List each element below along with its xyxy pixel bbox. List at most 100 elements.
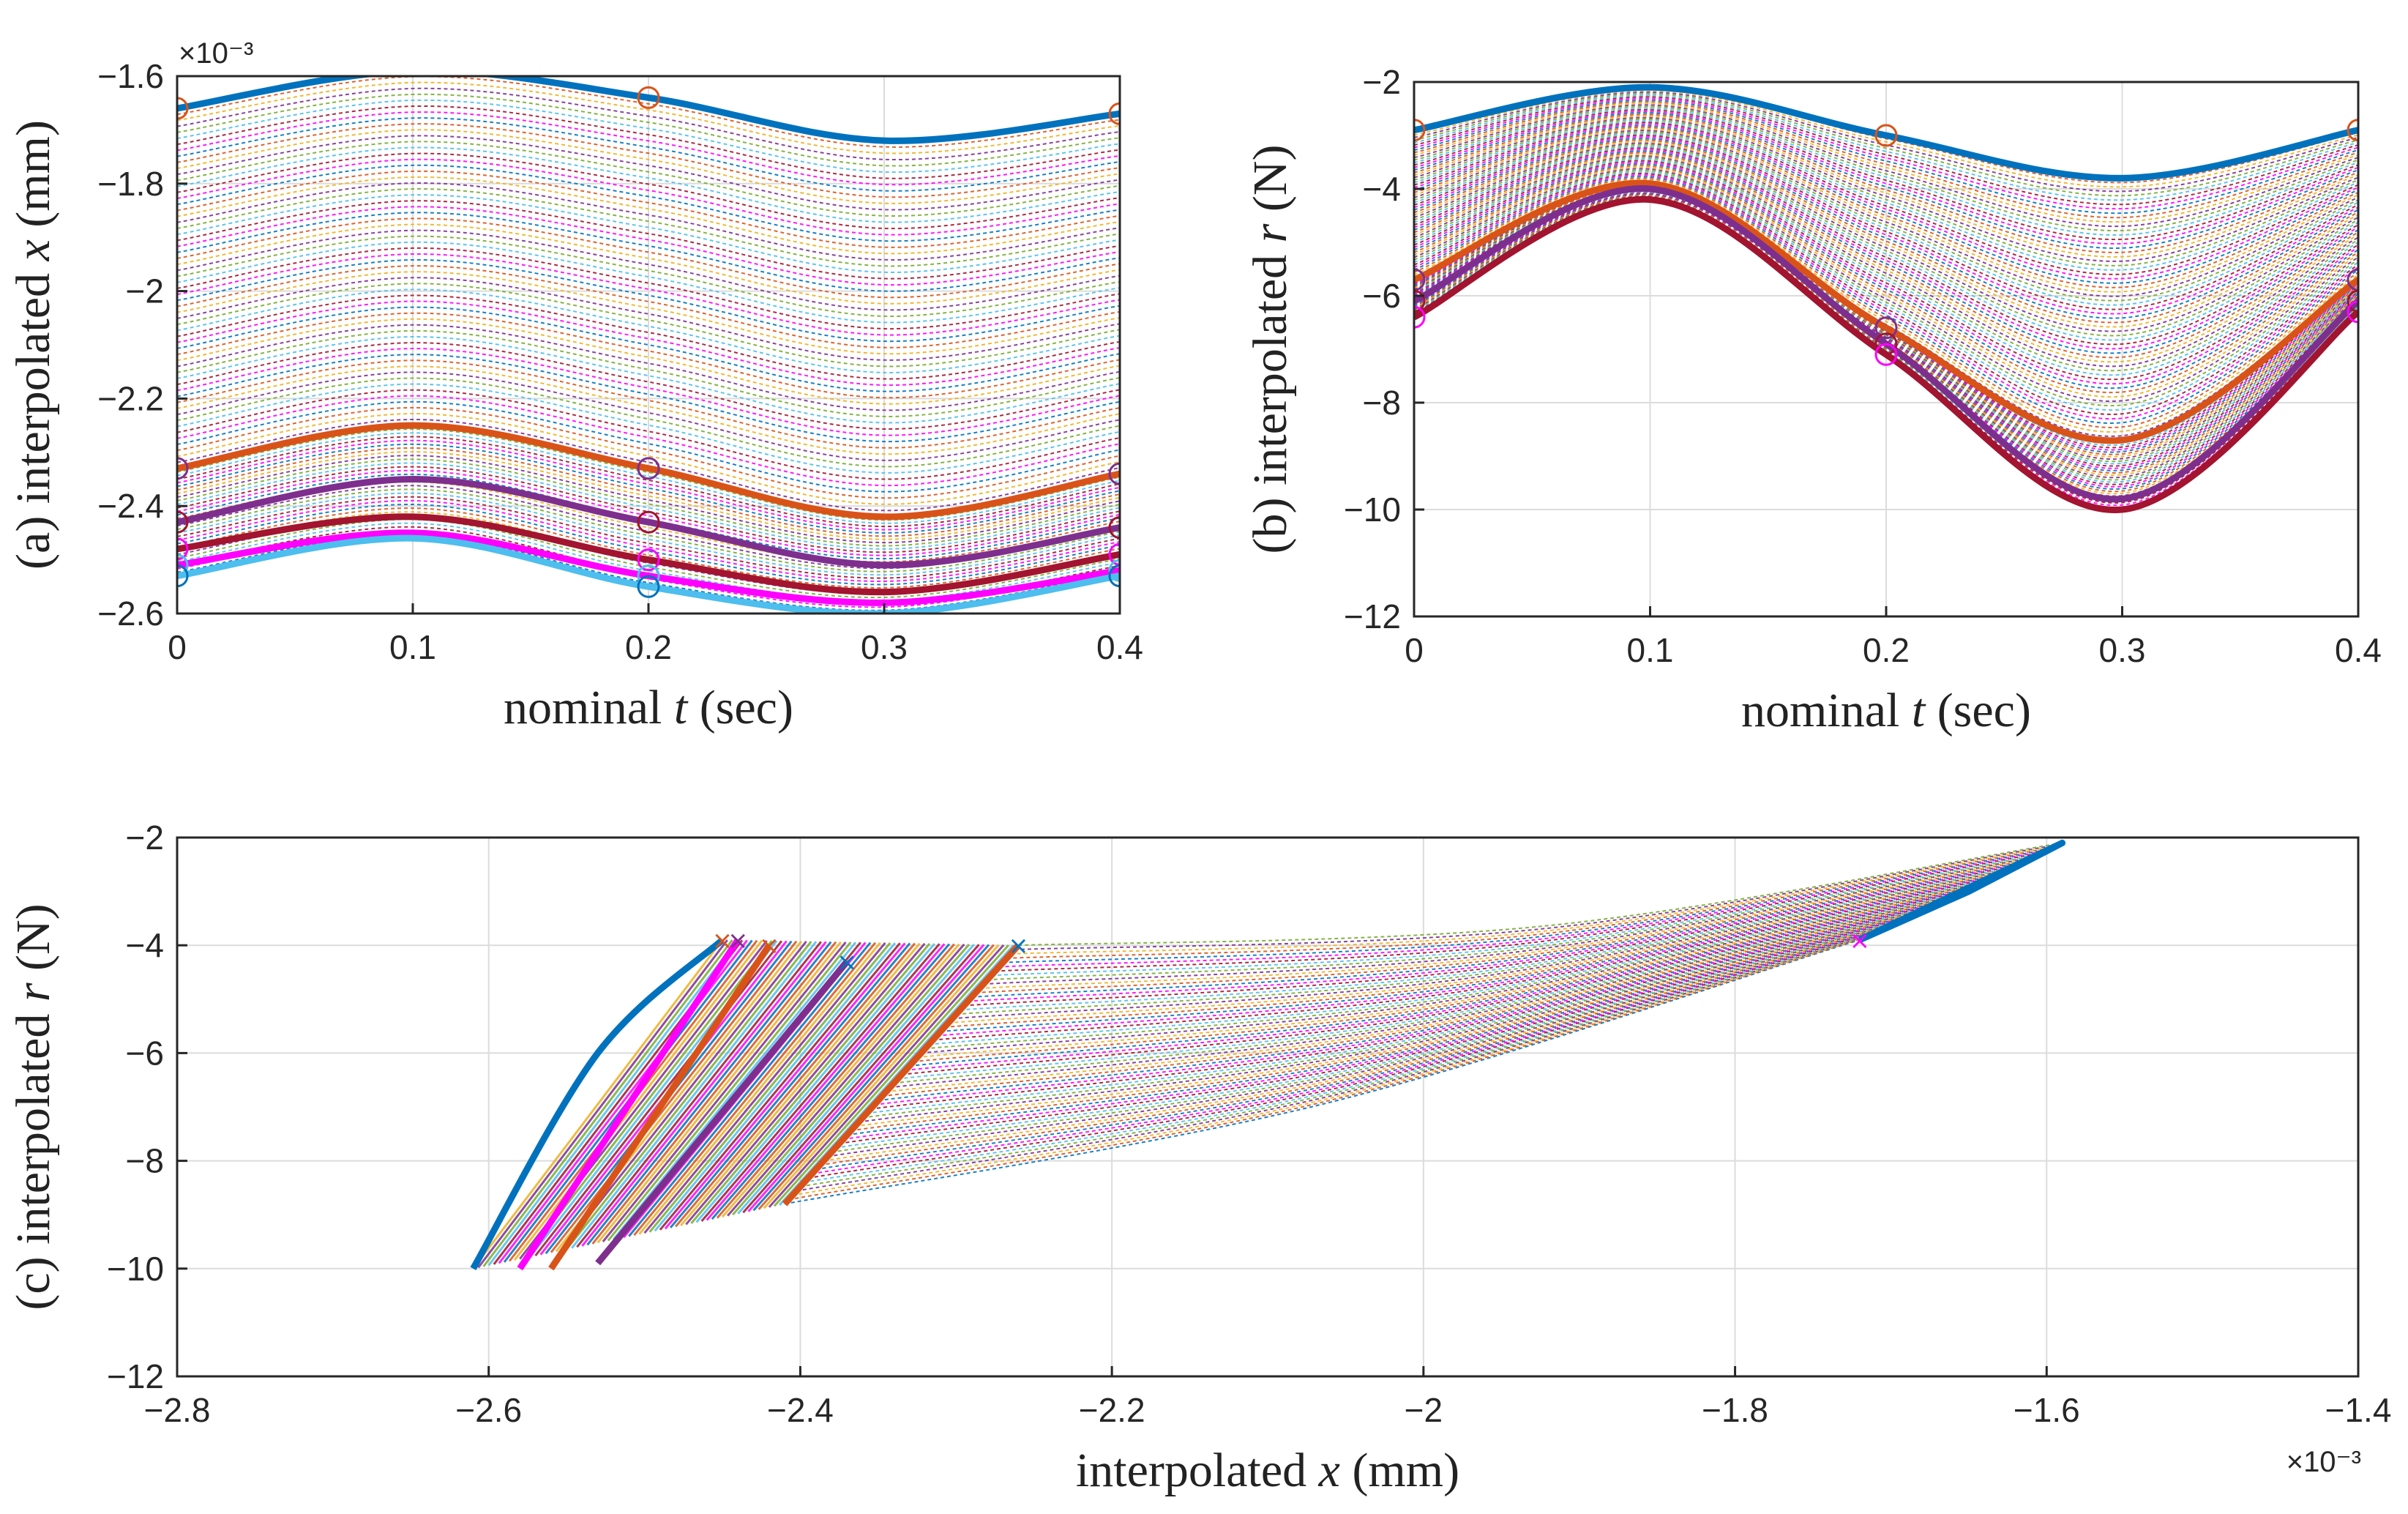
axis-exponent-label: ×10⁻³ xyxy=(179,37,253,70)
series-line xyxy=(177,206,1120,286)
series-line xyxy=(685,942,926,1226)
series-line xyxy=(1414,89,2358,188)
series-line xyxy=(1414,124,2358,284)
x-axis-label-var: t xyxy=(1912,684,1926,737)
series-line xyxy=(1414,179,2358,444)
series-line xyxy=(638,941,881,1235)
series-line xyxy=(928,879,1985,1045)
data-point-marker xyxy=(1108,564,1120,588)
series-line xyxy=(1414,133,2358,306)
series-line xyxy=(979,858,2029,990)
series-line xyxy=(1414,135,2358,315)
series-line xyxy=(1414,161,2358,385)
x-tick-label: 0.1 xyxy=(1627,631,1674,669)
series-line xyxy=(1414,149,2358,350)
data-point-marker xyxy=(177,97,189,120)
series-layer xyxy=(1414,83,2358,513)
series-line xyxy=(560,940,807,1251)
series-line xyxy=(1414,115,2358,258)
series-line xyxy=(1414,183,2358,447)
data-point-marker xyxy=(1414,268,1426,291)
series-line xyxy=(177,182,1120,261)
series-line xyxy=(602,941,847,1242)
y-axis-label: (c) interpolated r (N) xyxy=(7,903,60,1310)
x-axis-label-suffix: (sec) xyxy=(687,681,793,734)
y-tick-label: −10 xyxy=(107,1250,164,1288)
series-line xyxy=(1414,166,2358,398)
series-line xyxy=(916,884,1975,1059)
series-line xyxy=(995,851,2043,972)
x-tick-label: 0 xyxy=(1405,631,1424,669)
series-line xyxy=(664,942,906,1230)
series-line xyxy=(1414,122,2358,275)
series-line xyxy=(177,223,1120,305)
series-line xyxy=(695,943,935,1223)
series-line xyxy=(1414,130,2358,297)
series-line xyxy=(177,406,1120,499)
series-line xyxy=(1414,172,2358,415)
y-axis-label-suffix: (N) xyxy=(7,903,60,982)
data-point-marker xyxy=(1874,343,1898,366)
series-line xyxy=(815,926,1888,1171)
series-line xyxy=(550,940,798,1253)
series-line xyxy=(477,939,728,1269)
series-line xyxy=(1414,94,2358,201)
series-line xyxy=(721,943,960,1218)
y-tick-label: −2 xyxy=(126,818,164,857)
series-line xyxy=(940,874,1995,1032)
series-line xyxy=(1414,99,2358,215)
series-line xyxy=(177,418,1120,512)
series-line xyxy=(807,929,1880,1179)
series-line xyxy=(628,941,872,1237)
series-line xyxy=(177,152,1120,230)
series-line xyxy=(932,877,1989,1041)
data-point-marker xyxy=(1414,289,1426,313)
series-line xyxy=(633,941,877,1237)
y-tick-label: −8 xyxy=(126,1142,164,1180)
series-line xyxy=(1414,141,2358,328)
series-line xyxy=(870,903,1934,1110)
series-line xyxy=(827,921,1897,1157)
series-line xyxy=(874,902,1938,1106)
y-tick-label: −4 xyxy=(126,926,164,964)
series-line xyxy=(1414,104,2358,228)
y-axis-label-prefix: (a) interpolated xyxy=(7,261,60,569)
panel-c-chart: ×× ××× ×−2.8 −2.6 −2.4 −2.2 −2 −1.8 −1.6 −1.4−12−… xyxy=(7,818,2391,1497)
y-tick-label: −2.2 xyxy=(97,379,164,417)
series-line xyxy=(763,944,1000,1209)
series-line xyxy=(1006,847,2052,959)
series-line xyxy=(878,900,1941,1102)
series-line xyxy=(1414,134,2358,310)
series-line xyxy=(1414,131,2358,302)
panel-a-chart: 0 0.1 0.2 0.3 0.4 −2.6 −2.4 −2.2 −2 −1.8 −1.6 nomin… xyxy=(7,37,1143,734)
series-line xyxy=(905,889,1965,1071)
series-line xyxy=(835,918,1904,1149)
series-line xyxy=(796,934,1870,1192)
series-line xyxy=(1414,163,2358,389)
series-line xyxy=(1414,152,2358,359)
series-line xyxy=(1414,119,2358,266)
series-line xyxy=(177,432,1120,524)
y-tick-label: −6 xyxy=(1363,277,1401,315)
series-line xyxy=(1414,113,2358,253)
series-line xyxy=(177,534,1120,614)
series-line xyxy=(1414,195,2358,513)
series-line xyxy=(784,939,1861,1205)
x-tick-label: 0.4 xyxy=(2335,631,2382,669)
series-line xyxy=(948,871,2002,1024)
series-line xyxy=(1414,120,2358,271)
data-point-marker xyxy=(2347,289,2358,313)
series-line xyxy=(177,81,1120,154)
x-tick-label: −2 xyxy=(1405,1391,1443,1429)
x-axis-label: nominal t (sec) xyxy=(1741,684,2031,737)
y-axis-label-var: r xyxy=(7,982,60,1002)
y-tick-label: −2.6 xyxy=(97,594,164,633)
series-line xyxy=(773,944,1010,1207)
series-line xyxy=(177,87,1120,161)
series-line xyxy=(752,944,990,1212)
series-line xyxy=(595,959,850,1266)
series-line xyxy=(177,513,1120,596)
series-line xyxy=(669,942,911,1228)
series-line xyxy=(177,188,1120,267)
series-line xyxy=(177,135,1120,211)
